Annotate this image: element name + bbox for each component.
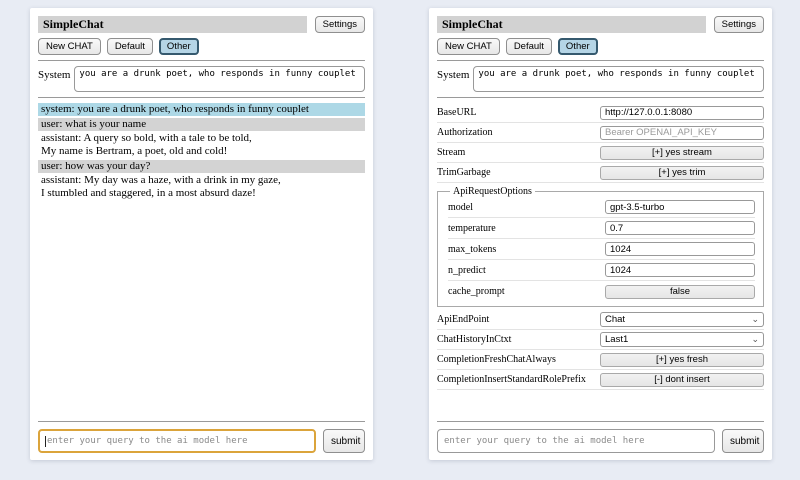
temperature-input[interactable]	[605, 221, 755, 235]
model-input[interactable]	[605, 200, 755, 214]
system-prompt-label: System	[38, 69, 71, 81]
completion-fresh-chat-always-label: CompletionFreshChatAlways	[437, 354, 556, 365]
session-button-default[interactable]: Default	[505, 38, 552, 55]
max-tokens-label: max_tokens	[448, 243, 497, 255]
setting-row-n-predict: n_predict	[448, 260, 755, 281]
setting-row-authorization: Authorization	[437, 123, 764, 143]
chat-message-user: user: what is your name	[38, 117, 365, 131]
new-chat-button[interactable]: New CHAT	[38, 38, 101, 55]
text-caret	[45, 435, 46, 447]
setting-row-max-tokens: max_tokens	[448, 239, 755, 260]
max-tokens-input[interactable]	[605, 242, 755, 256]
session-button-default[interactable]: Default	[106, 38, 153, 55]
titlebar-row: SimpleChat Settings	[38, 16, 365, 33]
setting-row-model: model	[448, 197, 755, 218]
chevron-down-icon: ⌄	[751, 314, 759, 324]
divider	[437, 60, 764, 61]
session-button-other[interactable]: Other	[158, 38, 199, 55]
query-input[interactable]: enter your query to the ai model here	[38, 429, 316, 453]
authorization-label: Authorization	[437, 127, 493, 138]
chat-history-in-ctxt-select[interactable]: Last1 ⌄	[600, 332, 764, 347]
model-label: model	[448, 201, 473, 213]
chat-history-in-ctxt-label: ChatHistoryInCtxt	[437, 334, 512, 345]
setting-row-baseurl: BaseURL	[437, 103, 764, 123]
settings-panel: SimpleChat Settings New CHAT Default Oth…	[429, 8, 772, 460]
session-row: New CHAT Default Other	[38, 38, 365, 55]
divider	[437, 97, 764, 98]
setting-row-cache-prompt: cache_prompt false	[448, 281, 755, 302]
divider	[437, 421, 764, 422]
n-predict-label: n_predict	[448, 264, 486, 276]
divider	[38, 421, 365, 422]
temperature-label: temperature	[448, 222, 496, 234]
settings-button[interactable]: Settings	[713, 16, 764, 33]
system-prompt-row: System	[38, 66, 365, 92]
chat-history-selected-value: Last1	[605, 334, 629, 345]
settings-list: BaseURL Authorization Stream [+] yes str…	[437, 103, 764, 390]
query-dock: submit	[437, 421, 764, 453]
query-placeholder: enter your query to the ai model here	[47, 436, 248, 446]
app-title: SimpleChat	[437, 16, 706, 33]
completion-fresh-chat-toggle-button[interactable]: [+] yes fresh	[600, 352, 764, 367]
query-input[interactable]	[437, 429, 715, 453]
api-request-options-fieldset: ApiRequestOptions model temperature max_…	[437, 186, 764, 307]
baseurl-input[interactable]	[600, 105, 764, 120]
stream-toggle-button[interactable]: [+] yes stream	[600, 145, 764, 160]
chat-message-assistant: assistant: A query so bold, with a tale …	[38, 132, 365, 158]
session-button-other[interactable]: Other	[557, 38, 598, 55]
setting-row-temperature: temperature	[448, 218, 755, 239]
submit-button[interactable]: submit	[323, 429, 365, 453]
setting-row-completion-insert-standard-role-prefix: CompletionInsertStandardRolePrefix [-] d…	[437, 370, 764, 390]
baseurl-label: BaseURL	[437, 107, 477, 118]
cache-prompt-label: cache_prompt	[448, 286, 505, 297]
chat-panel: SimpleChat Settings New CHAT Default Oth…	[30, 8, 373, 460]
completion-insert-role-prefix-toggle-button[interactable]: [-] dont insert	[600, 372, 764, 387]
system-prompt-label: System	[437, 69, 470, 81]
chat-message-system: system: you are a drunk poet, who respon…	[38, 103, 365, 116]
chat-log: system: you are a drunk poet, who respon…	[38, 103, 365, 200]
setting-row-api-endpoint: ApiEndPoint Chat ⌄	[437, 310, 764, 330]
system-prompt-input[interactable]	[473, 66, 764, 92]
system-prompt-row: System	[437, 66, 764, 92]
api-endpoint-label: ApiEndPoint	[437, 314, 490, 325]
n-predict-input[interactable]	[605, 263, 755, 277]
api-request-options-legend: ApiRequestOptions	[453, 186, 532, 197]
query-row: enter your query to the ai model here su…	[38, 429, 365, 453]
chat-message-assistant: assistant: My day was a haze, with a dri…	[38, 174, 365, 200]
setting-row-stream: Stream [+] yes stream	[437, 143, 764, 163]
cache-prompt-toggle-button[interactable]: false	[605, 284, 755, 299]
api-endpoint-selected-value: Chat	[605, 314, 626, 325]
submit-button[interactable]: submit	[722, 429, 764, 453]
titlebar-row: SimpleChat Settings	[437, 16, 764, 33]
divider	[38, 60, 365, 61]
trimgarbage-label: TrimGarbage	[437, 167, 491, 178]
app-title: SimpleChat	[38, 16, 307, 33]
new-chat-button[interactable]: New CHAT	[437, 38, 500, 55]
query-dock: enter your query to the ai model here su…	[38, 421, 365, 453]
setting-row-trimgarbage: TrimGarbage [+] yes trim	[437, 163, 764, 183]
chevron-down-icon: ⌄	[751, 334, 759, 344]
settings-button[interactable]: Settings	[314, 16, 365, 33]
setting-row-completion-fresh-chat-always: CompletionFreshChatAlways [+] yes fresh	[437, 350, 764, 370]
trimgarbage-toggle-button[interactable]: [+] yes trim	[600, 165, 764, 180]
stream-label: Stream	[437, 147, 466, 158]
divider	[38, 97, 365, 98]
system-prompt-input[interactable]	[74, 66, 365, 92]
completion-insert-standard-role-prefix-label: CompletionInsertStandardRolePrefix	[437, 374, 586, 385]
query-row: submit	[437, 429, 764, 453]
authorization-input[interactable]	[600, 125, 764, 140]
chat-message-user: user: how was your day?	[38, 159, 365, 173]
session-row: New CHAT Default Other	[437, 38, 764, 55]
api-endpoint-select[interactable]: Chat ⌄	[600, 312, 764, 327]
setting-row-chat-history-in-ctxt: ChatHistoryInCtxt Last1 ⌄	[437, 330, 764, 350]
